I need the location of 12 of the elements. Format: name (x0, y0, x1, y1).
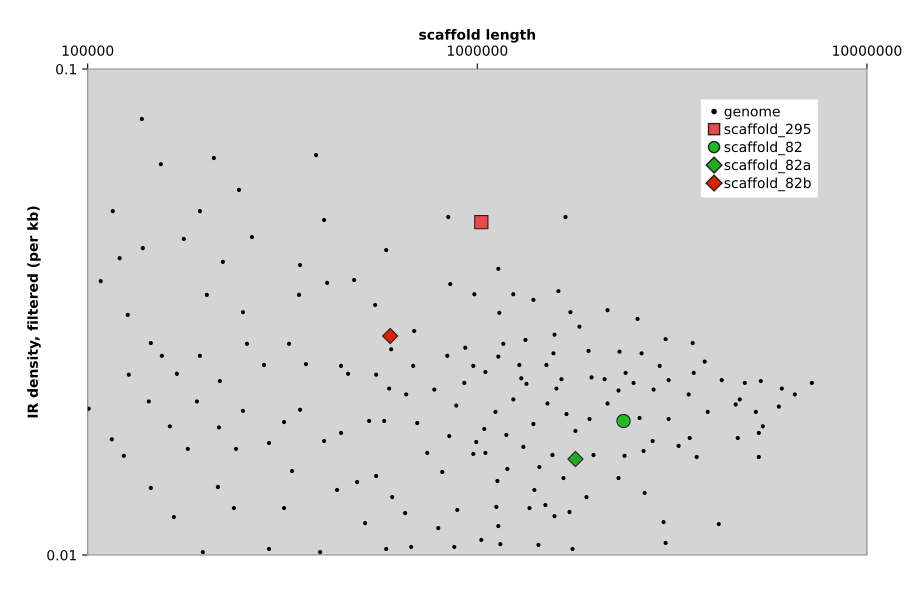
legend-label: scaffold_295 (724, 123, 810, 138)
x-axis-title: scaffold length (419, 29, 536, 43)
x-tick-label: 1000000 (448, 45, 508, 56)
y-tick-label: 0.1 (56, 64, 76, 74)
x-tick-label: 10000000 (833, 45, 902, 56)
x-tick-label: 100000 (62, 45, 114, 56)
y-axis-title: IR density, filtered (per kb) (27, 206, 41, 418)
y-tick-label: 0.01 (47, 550, 76, 560)
legend-label: scaffold_82 (724, 141, 802, 156)
legend-label: scaffold_82a (724, 159, 810, 174)
legend-label: scaffold_82b (724, 177, 811, 192)
legend-label: genome (724, 108, 780, 120)
